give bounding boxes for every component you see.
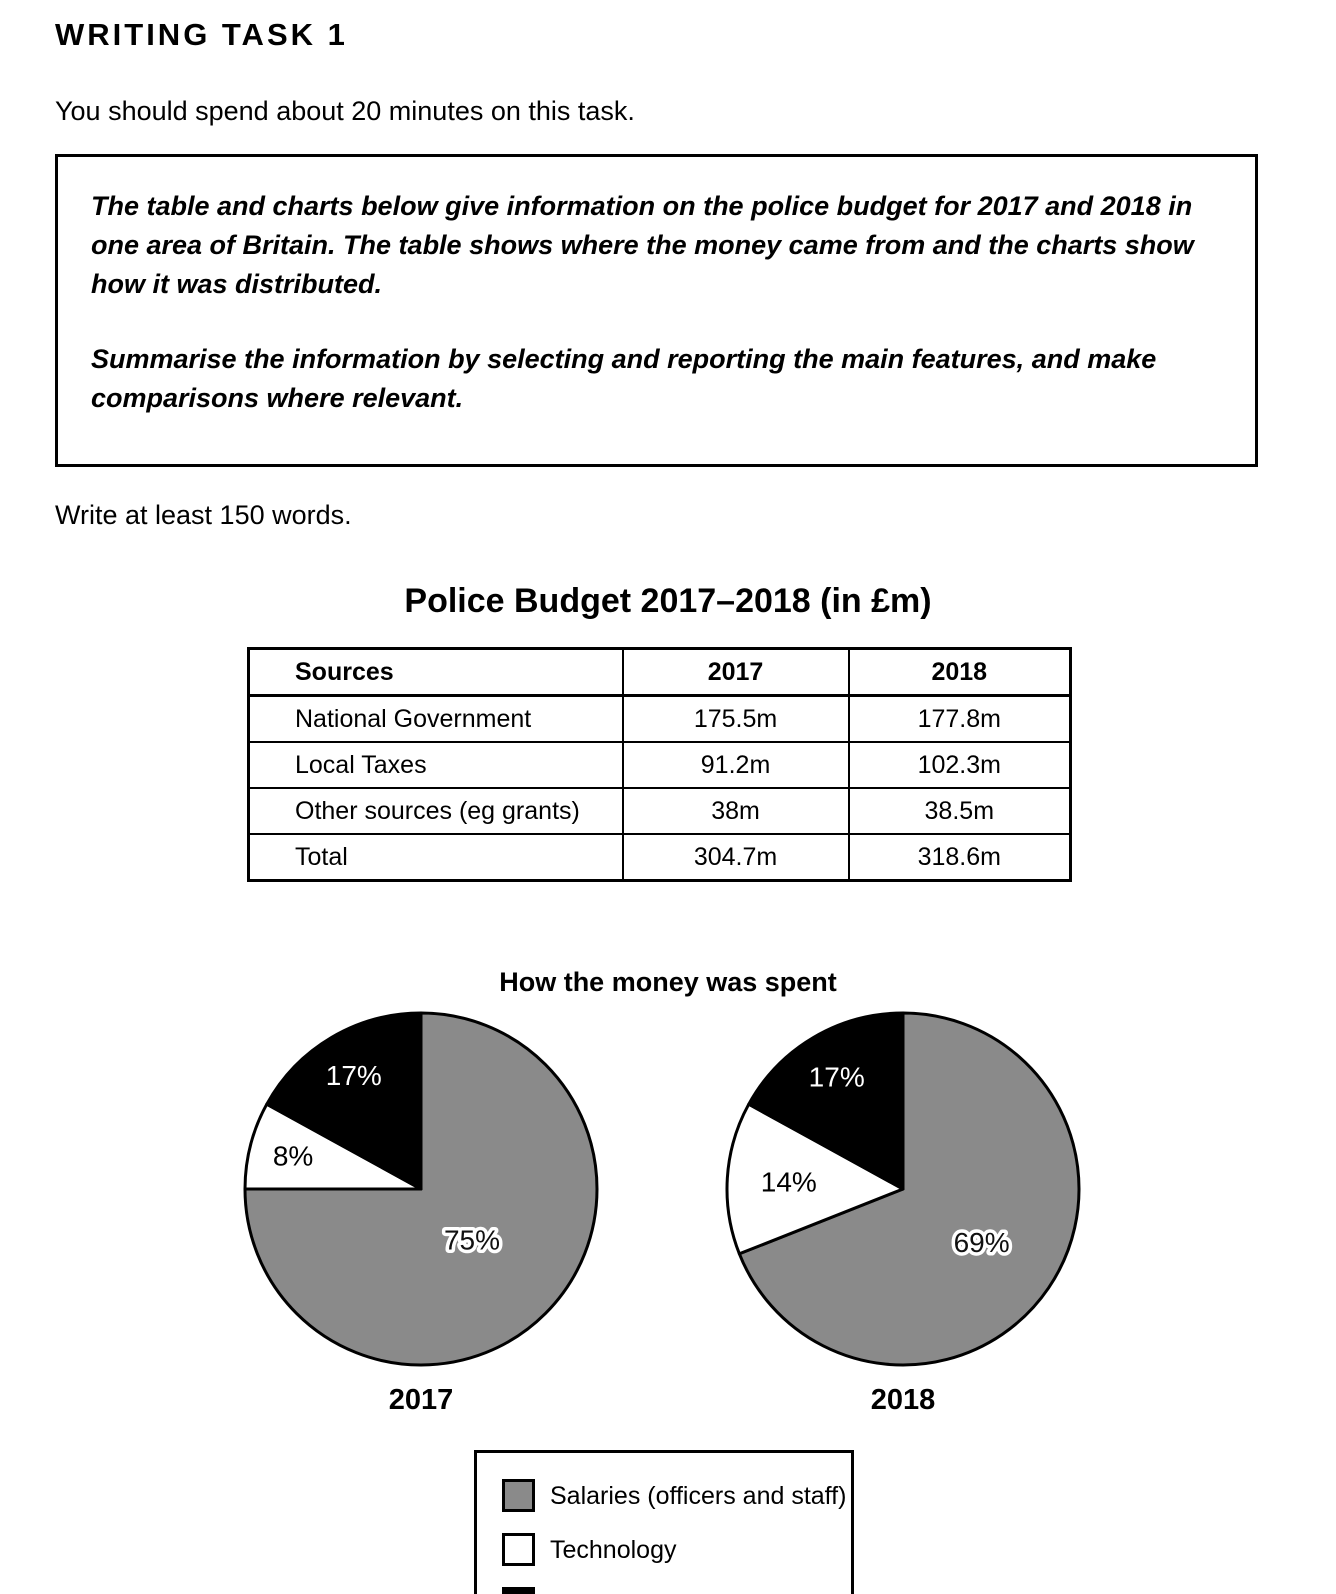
budget-figure-title: Police Budget 2017–2018 (in £m)	[404, 582, 932, 620]
pie-legend: Salaries (officers and staff) Technology…	[474, 1450, 854, 1594]
legend-label: Technology	[550, 1535, 677, 1564]
pie-slice-technology	[725, 1102, 905, 1256]
pie-chart-2017: 75% 8% 17%	[243, 1011, 599, 1367]
value-2017: 91.2m	[621, 741, 850, 789]
row-label: Total	[247, 833, 624, 882]
pie-value-label-salaries: 75%	[444, 1225, 500, 1256]
pie-slice-salaries	[737, 1011, 1081, 1367]
value-2018: 318.6m	[847, 833, 1072, 882]
row-label: Local Taxes	[247, 741, 624, 789]
legend-item-buildings: Buildings and transport	[502, 1587, 851, 1594]
pie-value-label-technology: 14%	[761, 1166, 817, 1197]
pie-slice-salaries	[243, 1011, 599, 1367]
column-header-2018: 2018	[847, 647, 1072, 697]
prompt-box: The table and charts below give informat…	[55, 154, 1258, 467]
prompt-paragraph-2: Summarise the information by selecting a…	[91, 344, 1157, 413]
table-header-row: Sources 2017 2018	[247, 647, 1072, 697]
word-count-note: Write at least 150 words.	[55, 500, 352, 530]
legend-item-technology: Technology	[502, 1533, 851, 1566]
legend-label: Buildings and transport	[550, 1589, 806, 1594]
legend-item-salaries: Salaries (officers and staff)	[502, 1479, 851, 1512]
row-label: National Government	[247, 694, 624, 743]
value-2018: 38.5m	[847, 787, 1072, 835]
column-header-sources: Sources	[247, 647, 624, 697]
time-instruction: You should spend about 20 minutes on thi…	[55, 96, 635, 126]
pie-charts-section: How the money was spent 75% 8% 17% 69% 14% 1…	[0, 882, 1336, 1594]
column-header-2017: 2017	[621, 647, 850, 697]
pie-value-label-buildings: 17%	[326, 1060, 382, 1091]
pie-value-label-buildings: 17%	[809, 1061, 865, 1092]
pie-section-title: How the money was spent	[499, 967, 837, 997]
value-2018: 102.3m	[847, 741, 1072, 789]
value-2017: 175.5m	[621, 694, 850, 743]
pie-year-label-2017: 2017	[388, 1384, 454, 1416]
pie-year-label-2018: 2018	[870, 1384, 936, 1416]
pie-slice-buildings	[747, 1011, 905, 1191]
budget-sources-table: Sources 2017 2018 National Government 17…	[247, 647, 1072, 882]
pie-slice-buildings	[265, 1011, 423, 1191]
technology-swatch-icon	[502, 1533, 535, 1566]
prompt-paragraph-1: The table and charts below give informat…	[91, 191, 1194, 299]
task-heading: WRITING TASK 1	[55, 17, 348, 52]
pie-value-label-salaries: 69%	[954, 1227, 1010, 1258]
pie-slice-technology	[243, 1102, 423, 1191]
table-row-national-government: National Government 175.5m 177.8m	[247, 694, 1072, 743]
buildings-swatch-icon	[502, 1587, 535, 1594]
pie-chart-2018: 69% 14% 17%	[725, 1011, 1081, 1367]
table-row-other-sources: Other sources (eg grants) 38m 38.5m	[247, 787, 1072, 835]
table-row-local-taxes: Local Taxes 91.2m 102.3m	[247, 741, 1072, 789]
legend-label: Salaries (officers and staff)	[550, 1481, 847, 1510]
salaries-swatch-icon	[502, 1479, 535, 1512]
table-row-total: Total 304.7m 318.6m	[247, 833, 1072, 882]
pie-value-label-technology: 8%	[273, 1141, 313, 1172]
value-2017: 38m	[621, 787, 850, 835]
value-2017: 304.7m	[621, 833, 850, 882]
row-label: Other sources (eg grants)	[247, 787, 624, 835]
value-2018: 177.8m	[847, 694, 1072, 743]
